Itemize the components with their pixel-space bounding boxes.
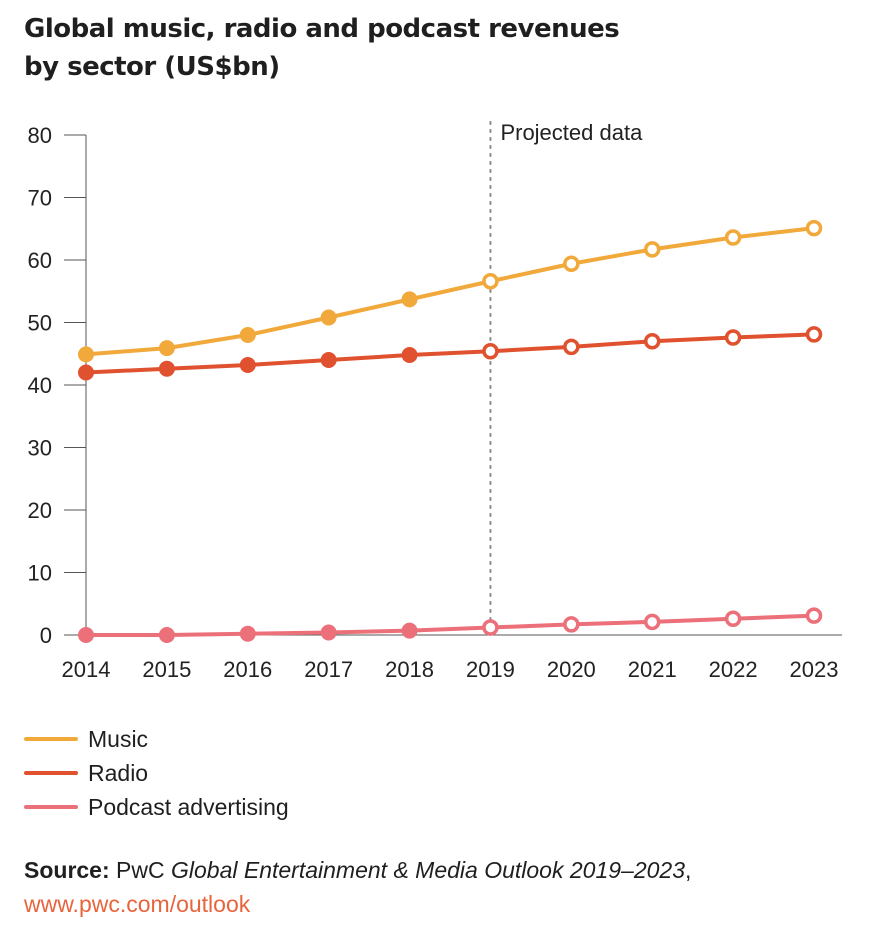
data-point bbox=[724, 229, 742, 246]
legend-swatch-music bbox=[24, 737, 78, 741]
y-tick-label: 0 bbox=[40, 623, 52, 648]
legend-label: Radio bbox=[88, 759, 149, 786]
x-tick-label: 2017 bbox=[304, 657, 353, 682]
x-tick-label: 2020 bbox=[547, 657, 596, 682]
line-chart: 0 10 20 30 40 50 60 70 80 2014 2015 2016 2017 2018 201… bbox=[28, 120, 842, 682]
data-point bbox=[401, 622, 418, 639]
series-line-podcast-advertising bbox=[84, 613, 816, 637]
data-point bbox=[78, 364, 94, 381]
x-tick-label: 2016 bbox=[223, 657, 272, 682]
y-tick-label: 50 bbox=[28, 311, 52, 336]
source-label: Source: bbox=[24, 857, 110, 883]
y-tick-label: 80 bbox=[28, 123, 52, 148]
data-point bbox=[482, 273, 499, 290]
legend: Music Radio Podcast advertising bbox=[24, 722, 289, 824]
source-link[interactable]: www.pwc.com/outlook bbox=[24, 891, 251, 917]
legend-item-podcast-advertising: Podcast advertising bbox=[24, 790, 289, 824]
projection-label: Projected data bbox=[500, 120, 643, 145]
data-point bbox=[724, 329, 742, 346]
source-comma: , bbox=[684, 857, 692, 883]
legend-swatch-radio bbox=[24, 771, 78, 775]
data-point bbox=[724, 610, 742, 627]
y-tick-label: 60 bbox=[28, 248, 52, 273]
data-point bbox=[805, 219, 823, 237]
source-publisher: PwC bbox=[109, 857, 171, 883]
legend-item-radio: Radio bbox=[24, 756, 289, 790]
data-point bbox=[563, 616, 580, 633]
data-point bbox=[78, 627, 94, 643]
data-point bbox=[239, 357, 256, 373]
x-tick-label: 2015 bbox=[142, 657, 191, 682]
data-point bbox=[158, 627, 175, 643]
data-point bbox=[643, 333, 661, 350]
legend-swatch-podcast-advertising bbox=[24, 805, 78, 809]
data-point bbox=[239, 625, 256, 642]
x-tick-label: 2022 bbox=[709, 657, 758, 682]
series-line-radio bbox=[84, 332, 816, 375]
data-point bbox=[401, 347, 418, 363]
legend-item-music: Music bbox=[24, 722, 289, 756]
data-point bbox=[805, 607, 823, 624]
data-point bbox=[320, 624, 337, 641]
chart-title-line-1: Global music, radio and podcast revenues bbox=[24, 14, 620, 44]
legend-label: Music bbox=[88, 725, 149, 752]
x-tick-label: 2019 bbox=[466, 657, 515, 682]
data-point bbox=[643, 613, 661, 631]
data-point bbox=[482, 619, 499, 636]
source-note: Source: PwC Global Entertainment & Media… bbox=[24, 853, 864, 921]
data-point bbox=[805, 326, 823, 343]
data-point bbox=[643, 241, 661, 258]
data-point bbox=[158, 340, 175, 357]
data-point bbox=[482, 343, 499, 360]
y-tick-label: 10 bbox=[28, 561, 52, 586]
data-point bbox=[401, 291, 418, 308]
source-title: Global Entertainment & Media Outlook 201… bbox=[170, 857, 685, 883]
x-tick-label: 2023 bbox=[790, 657, 839, 682]
data-point bbox=[158, 360, 175, 377]
data-point bbox=[320, 352, 337, 368]
data-point bbox=[320, 309, 337, 326]
x-tick-label: 2018 bbox=[385, 657, 434, 682]
data-point bbox=[563, 255, 580, 272]
y-tick-label: 40 bbox=[28, 373, 52, 398]
x-tick-label: 2021 bbox=[628, 657, 677, 682]
y-tick-label: 30 bbox=[28, 436, 52, 461]
series-line-music bbox=[84, 226, 816, 357]
x-tick-label: 2014 bbox=[62, 657, 111, 682]
data-point bbox=[563, 338, 580, 356]
data-point bbox=[239, 327, 256, 343]
y-tick-label: 20 bbox=[28, 498, 52, 523]
chart-title-line-2: by sector (US$bn) bbox=[24, 52, 280, 82]
chart-title: Global music, radio and podcast revenues… bbox=[24, 10, 724, 86]
y-tick-label: 70 bbox=[28, 186, 52, 211]
data-point bbox=[78, 346, 94, 363]
legend-label: Podcast advertising bbox=[88, 793, 289, 820]
